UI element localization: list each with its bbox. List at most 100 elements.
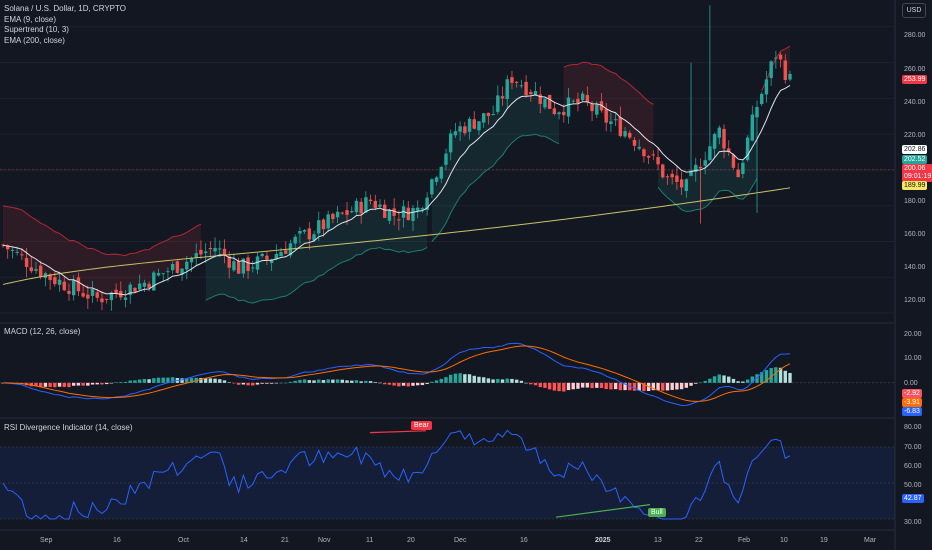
macd-histogram-bar xyxy=(529,382,533,385)
candle-body xyxy=(104,298,109,300)
candle-body xyxy=(769,61,773,79)
candle-body xyxy=(269,259,274,264)
macd-histogram-bar xyxy=(712,376,717,383)
legend: Solana / U.S. Dollar, 1D, CRYPTO EMA (9,… xyxy=(4,4,126,46)
macd-histogram-bar xyxy=(425,382,429,384)
macd-histogram-bar xyxy=(467,374,472,383)
candle-body xyxy=(458,126,462,132)
candle-body xyxy=(331,213,335,220)
candle-body xyxy=(345,210,349,215)
candle-body xyxy=(783,60,787,81)
candle-body xyxy=(500,96,505,99)
macd-histogram-bar xyxy=(665,382,670,391)
candle-body xyxy=(651,154,656,156)
macd-histogram-bar xyxy=(213,378,217,383)
candle-body xyxy=(156,273,161,276)
macd-histogram-bar xyxy=(444,377,448,383)
macd-histogram-bar xyxy=(642,382,646,392)
macd-histogram-bar xyxy=(383,382,387,385)
candle-body xyxy=(411,208,415,221)
macd-histogram-bar xyxy=(350,380,354,383)
candle-body xyxy=(661,164,665,178)
candle-body xyxy=(750,114,754,141)
macd-histogram-bar xyxy=(416,382,420,386)
candle-body xyxy=(656,157,660,165)
candle-body xyxy=(335,211,340,218)
supertrend-price-label: 253.99 xyxy=(902,75,928,84)
candle-body xyxy=(745,137,750,161)
candle-body xyxy=(194,253,198,258)
candle-body xyxy=(354,200,359,213)
supertrend-legend[interactable]: Supertrend (10, 3) xyxy=(4,25,69,34)
macd-histogram-bar xyxy=(90,382,95,385)
macd-histogram-bar xyxy=(170,377,175,383)
macd-histogram-bar xyxy=(147,379,151,383)
candle-body xyxy=(340,212,345,214)
time-label-year: 2025 xyxy=(595,537,611,544)
candle-body xyxy=(604,108,608,123)
candle-body xyxy=(71,279,76,296)
candle-body xyxy=(406,207,410,221)
candle-body xyxy=(585,95,590,103)
candle-body xyxy=(510,77,514,83)
candle-body xyxy=(595,104,599,115)
rsi-tick: 30.00 xyxy=(904,519,922,526)
macd-histogram-bar xyxy=(741,381,745,383)
time-label: Mar xyxy=(864,537,877,544)
bear-divergence-line xyxy=(369,430,427,434)
ema200-price-label: 189.99 xyxy=(902,181,928,190)
macd-histogram-bar xyxy=(180,378,184,383)
candle-body xyxy=(684,179,689,191)
macd-histogram-bar xyxy=(293,380,297,383)
macd-histogram-bar xyxy=(496,378,500,383)
candle-body xyxy=(392,208,396,216)
macd-histogram-bar xyxy=(71,382,76,386)
price-tick: 160.00 xyxy=(904,231,926,238)
macd-histogram-bar xyxy=(727,376,731,383)
macd-histogram-bar xyxy=(439,378,443,383)
rsi-label[interactable]: RSI Divergence Indicator (14, close) xyxy=(4,423,133,432)
macd-histogram-bar xyxy=(137,379,142,383)
rsi-tick: 70.00 xyxy=(904,444,922,451)
candle-body xyxy=(383,204,387,218)
candle-body xyxy=(467,118,472,132)
macd-histogram-bar xyxy=(378,382,382,384)
candle-body xyxy=(213,247,217,252)
candle-body xyxy=(284,250,288,254)
macd-histogram-bar xyxy=(335,379,340,383)
macd-histogram-bar xyxy=(599,382,604,389)
symbol-title[interactable]: Solana / U.S. Dollar, 1D, CRYPTO xyxy=(4,4,126,13)
macd-histogram-bar xyxy=(661,382,665,391)
time-label: 13 xyxy=(654,537,662,544)
macd-histogram-bar xyxy=(86,382,90,386)
candle-body xyxy=(359,201,363,214)
macd-histogram-bar xyxy=(48,382,52,388)
supertrend-down-line xyxy=(563,61,654,105)
macd-histogram-bar xyxy=(128,380,132,383)
candle-body xyxy=(298,231,302,234)
candle-body xyxy=(1,244,5,246)
candle-body xyxy=(524,81,528,96)
macd-histogram-bar xyxy=(760,372,764,383)
candle-body xyxy=(24,258,29,267)
macd-histogram-bar xyxy=(368,381,373,383)
currency-button[interactable]: USD xyxy=(902,3,926,18)
ema9-legend[interactable]: EMA (9, close) xyxy=(4,14,57,24)
candle-body xyxy=(434,177,439,182)
time-label: Feb xyxy=(738,537,751,544)
candle-body xyxy=(48,274,52,280)
candle-body xyxy=(175,261,180,273)
ema200-legend[interactable]: EMA (200, close) xyxy=(4,35,65,45)
candle-body xyxy=(227,256,231,268)
candle-body xyxy=(717,127,722,138)
macd-histogram-bar xyxy=(675,382,679,390)
macd-histogram-bar xyxy=(166,377,170,383)
candle-body xyxy=(477,121,481,131)
candle-body xyxy=(552,108,557,115)
macd-histogram-bar xyxy=(397,382,401,387)
macd-histogram-bar xyxy=(133,380,137,383)
time-label: 16 xyxy=(520,537,528,544)
candle-body xyxy=(708,146,712,160)
macd-label[interactable]: MACD (12, 26, close) xyxy=(4,327,81,336)
